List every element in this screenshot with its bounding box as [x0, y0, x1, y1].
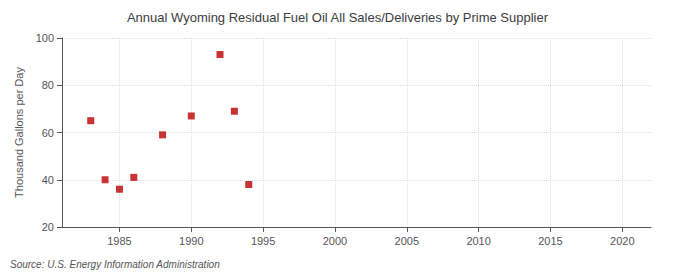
svg-text:2005: 2005 [395, 235, 419, 247]
svg-text:100: 100 [36, 32, 54, 44]
svg-text:60: 60 [42, 127, 54, 139]
svg-text:2015: 2015 [538, 235, 562, 247]
svg-text:Source: U.S. Energy Informatio: Source: U.S. Energy Information Administ… [10, 259, 220, 270]
svg-text:1995: 1995 [251, 235, 275, 247]
svg-text:2020: 2020 [610, 235, 634, 247]
svg-text:Thousand Gallons per Day: Thousand Gallons per Day [13, 67, 25, 198]
svg-text:2000: 2000 [323, 235, 347, 247]
svg-text:20: 20 [42, 221, 54, 233]
svg-text:1985: 1985 [107, 235, 131, 247]
svg-text:40: 40 [42, 174, 54, 186]
svg-text:Annual Wyoming Residual Fuel O: Annual Wyoming Residual Fuel Oil All Sal… [127, 10, 549, 25]
svg-text:80: 80 [42, 79, 54, 91]
svg-text:2010: 2010 [466, 235, 490, 247]
svg-text:1990: 1990 [179, 235, 203, 247]
